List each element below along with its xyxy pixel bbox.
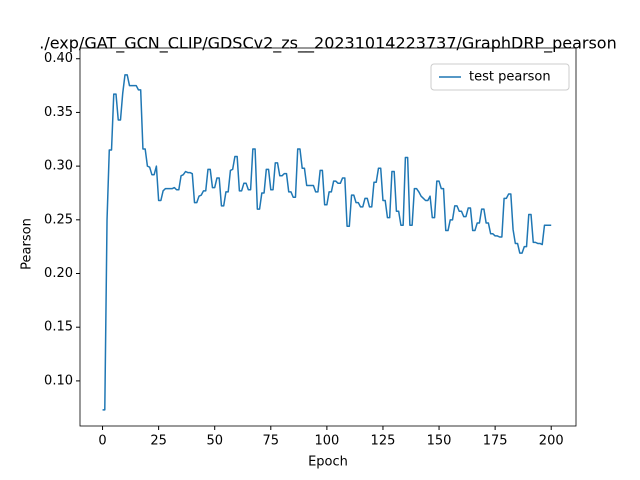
- y-tick-label: 0.10: [44, 373, 73, 388]
- y-tick-label: 0.15: [44, 320, 73, 335]
- x-tick-label: 25: [150, 434, 167, 449]
- y-tick-label: 0.35: [44, 105, 73, 120]
- x-tick-label: 150: [427, 434, 452, 449]
- x-tick-label: 200: [539, 434, 564, 449]
- x-tick-label: 0: [98, 434, 106, 449]
- y-tick-label: 0.30: [44, 159, 73, 174]
- y-axis-label: Pearson: [20, 218, 35, 270]
- x-tick-label: 100: [314, 434, 339, 449]
- x-axis-label: Epoch: [308, 455, 348, 470]
- legend-label: test pearson: [469, 70, 551, 85]
- legend-box: [430, 63, 570, 91]
- x-tick-label: 125: [371, 434, 396, 449]
- y-tick-label: 0.20: [44, 266, 73, 281]
- x-tick-label: 175: [483, 434, 508, 449]
- y-tick-label: 0.25: [44, 212, 73, 227]
- plot-frame: [79, 47, 577, 427]
- y-tick-label: 0.40: [44, 51, 73, 66]
- data-line: [102, 74, 552, 411]
- chart-title: ./exp/GAT_GCN_CLIP/GDSCv2_zs__2023101422…: [39, 34, 616, 54]
- x-tick-label: 75: [263, 434, 280, 449]
- x-tick-label: 50: [206, 434, 223, 449]
